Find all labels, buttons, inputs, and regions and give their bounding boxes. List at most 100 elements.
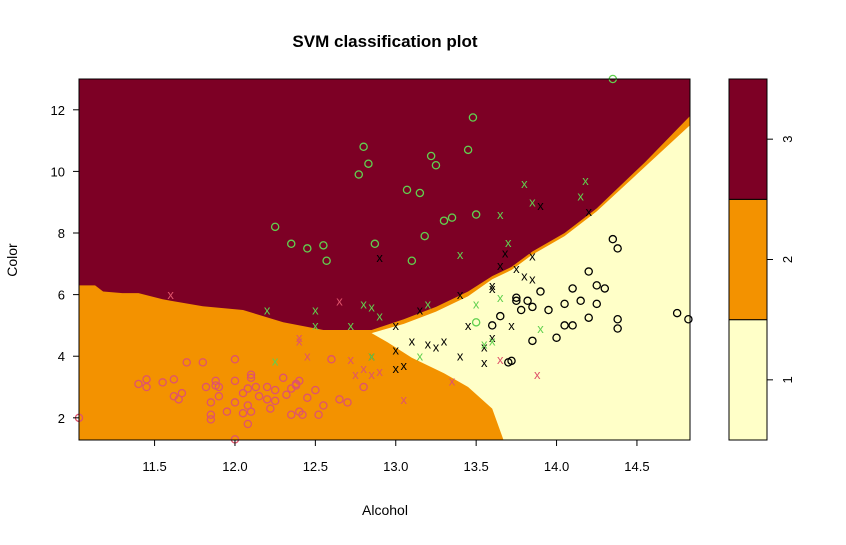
point-class-3-circle [468, 113, 478, 122]
legend-colorbar: 1 2 3 [728, 78, 795, 441]
point-class-2-cross: x [368, 367, 375, 382]
point-class-1-cross: x [521, 269, 528, 284]
point-class-3-circle [370, 239, 380, 249]
point-class-1-cross: x [537, 198, 544, 213]
point-class-1-circle [684, 315, 693, 324]
point-class-2-circle [327, 355, 336, 364]
point-class-1-cross: x [481, 339, 488, 354]
point-class-2-circle [243, 384, 253, 393]
point-class-2-circle [177, 388, 187, 398]
point-class-1-circle [552, 333, 561, 342]
point-class-1-circle [584, 313, 593, 322]
point-class-1-circle [613, 244, 622, 253]
legend-label-2: 2 [780, 256, 795, 263]
point-class-1-circle [536, 287, 545, 296]
point-class-1-circle [584, 267, 593, 276]
point-class-3-circle [447, 213, 457, 222]
point-class-1-circle [592, 299, 601, 309]
point-class-2-circle [286, 410, 296, 419]
point-class-1-cross: x [441, 333, 448, 348]
point-class-1-cross: x [489, 281, 496, 296]
point-class-1-circle [608, 234, 618, 244]
point-class-2-cross: x [376, 364, 383, 379]
y-tick-label: 6 [58, 288, 65, 303]
point-class-3-cross: x [473, 296, 480, 311]
point-class-2-circle [142, 382, 151, 392]
point-class-2-circle [311, 385, 320, 395]
point-class-3-cross: x [425, 296, 432, 311]
point-class-2-circle [262, 395, 272, 404]
point-class-1-circle [592, 281, 601, 290]
point-class-3-cross: x [497, 290, 504, 305]
point-class-1-cross: x [433, 339, 440, 354]
point-class-3-cross: x [312, 318, 319, 333]
point-class-2-cross: x [296, 330, 303, 345]
point-class-1-circle [496, 311, 505, 321]
point-class-2-circle [230, 355, 240, 364]
point-class-2-cross: x [401, 392, 408, 407]
point-class-2-circle [295, 376, 304, 386]
point-class-1-circle [528, 302, 537, 312]
point-class-2-circle [134, 379, 143, 389]
point-class-2-cross: x [167, 287, 174, 302]
point-class-3-cross: x [417, 349, 424, 364]
point-class-2-circle [222, 407, 232, 416]
legend-swatch-3 [728, 78, 768, 200]
y-tick-label: 4 [58, 349, 65, 364]
point-class-2-cross: x [360, 361, 367, 376]
point-class-3-circle [319, 241, 328, 250]
point-class-1-cross: x [489, 278, 496, 293]
legend-label-3: 3 [780, 136, 795, 143]
point-class-2-circle [198, 358, 208, 367]
point-class-2-cross: x [347, 352, 354, 367]
x-tick-label: 12.5 [303, 459, 328, 474]
point-class-3-cross: x [481, 336, 488, 351]
point-class-3-cross: x [529, 195, 536, 210]
point-class-2-circle [278, 373, 288, 383]
point-class-2-circle [270, 396, 280, 406]
point-class-2-circle [266, 404, 275, 413]
point-class-3-circle [420, 231, 429, 241]
point-class-2-circle [251, 382, 261, 392]
point-class-1-cross: x [457, 349, 464, 364]
plot-frame [78, 78, 691, 441]
point-class-2-circle [182, 358, 191, 367]
region-class-3 [79, 79, 690, 330]
point-class-2-cross: x [296, 333, 303, 348]
point-class-2-circle [303, 393, 312, 403]
point-class-2-circle [211, 381, 220, 390]
point-class-1-circle [568, 321, 577, 330]
point-class-2-circle [359, 382, 368, 392]
point-class-2-circle [246, 370, 256, 379]
point-class-3-cross: x [537, 321, 544, 336]
point-class-3-circle [286, 239, 296, 249]
point-class-3-circle [415, 188, 425, 198]
point-class-3-cross: x [457, 247, 464, 262]
point-class-1-cross: x [529, 249, 536, 264]
point-class-1-cross: x [529, 272, 536, 287]
point-class-1-circle [560, 321, 569, 330]
point-class-1-cross: x [401, 358, 408, 373]
point-class-2-cross: x [304, 349, 311, 364]
point-class-1-circle [544, 305, 553, 315]
point-class-1-cross: x [497, 258, 504, 273]
x-tick-label: 13.0 [383, 459, 408, 474]
point-class-1-cross: x [409, 333, 416, 348]
point-class-2-cross: x [449, 373, 456, 388]
point-class-1-cross: x [393, 361, 400, 376]
x-tick-label: 14.5 [624, 459, 649, 474]
point-class-2-circle [262, 382, 272, 392]
point-class-2-circle [238, 388, 248, 398]
point-class-1-cross: x [457, 287, 464, 302]
point-class-3-circle [471, 210, 481, 219]
point-class-1-cross: x [393, 318, 400, 333]
point-class-2-circle [314, 410, 323, 419]
point-class-1-cross: x [425, 336, 432, 351]
point-class-1-circle [528, 336, 537, 346]
y-axis-label: Color [4, 243, 20, 277]
point-class-3-circle [359, 142, 368, 152]
point-class-3-circle [364, 159, 373, 168]
point-class-1-cross: x [393, 343, 400, 358]
